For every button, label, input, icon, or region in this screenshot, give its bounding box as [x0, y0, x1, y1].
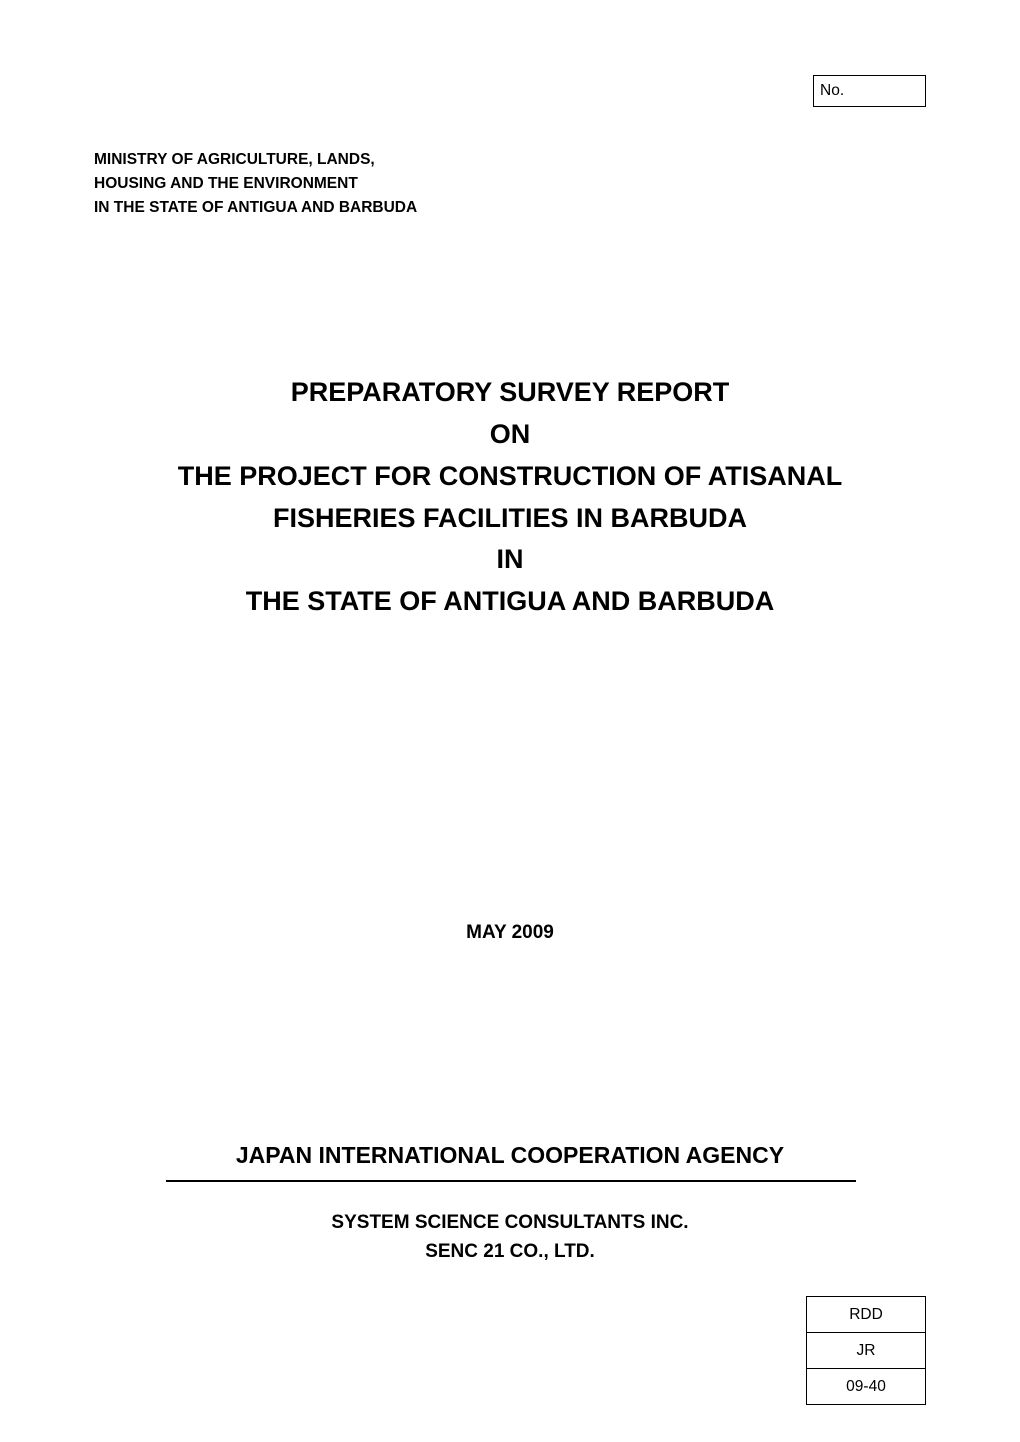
consultants-line: SYSTEM SCIENCE CONSULTANTS INC. [0, 1208, 1020, 1237]
title-line: IN [0, 539, 1020, 581]
ministry-block: MINISTRY OF AGRICULTURE, LANDS, HOUSING … [94, 148, 417, 220]
title-line: PREPARATORY SURVEY REPORT [0, 372, 1020, 414]
code-table: RDD JR 09-40 [806, 1296, 926, 1405]
title-line: FISHERIES FACILITIES IN BARBUDA [0, 498, 1020, 540]
agency-block: JAPAN INTERNATIONAL COOPERATION AGENCY [0, 1142, 1020, 1169]
title-line: ON [0, 414, 1020, 456]
ministry-line: HOUSING AND THE ENVIRONMENT [94, 172, 417, 196]
code-cell: 09-40 [807, 1369, 926, 1405]
table-row: JR [807, 1333, 926, 1369]
consultants-line: SENC 21 CO., LTD. [0, 1237, 1020, 1266]
table-row: RDD [807, 1297, 926, 1333]
title-line: THE PROJECT FOR CONSTRUCTION OF ATISANAL [0, 456, 1020, 498]
code-cell: JR [807, 1333, 926, 1369]
ministry-line: IN THE STATE OF ANTIGUA AND BARBUDA [94, 196, 417, 220]
consultants-block: SYSTEM SCIENCE CONSULTANTS INC. SENC 21 … [0, 1208, 1020, 1267]
title-line: THE STATE OF ANTIGUA AND BARBUDA [0, 581, 1020, 623]
document-number-box: No. [813, 75, 926, 107]
ministry-line: MINISTRY OF AGRICULTURE, LANDS, [94, 148, 417, 172]
cover-page: No. MINISTRY OF AGRICULTURE, LANDS, HOUS… [0, 0, 1020, 1442]
title-block: PREPARATORY SURVEY REPORT ON THE PROJECT… [0, 372, 1020, 623]
code-cell: RDD [807, 1297, 926, 1333]
date-block: MAY 2009 [0, 922, 1020, 944]
document-number-label: No. [820, 82, 844, 100]
table-row: 09-40 [807, 1369, 926, 1405]
agency-horizontal-rule [166, 1180, 856, 1182]
